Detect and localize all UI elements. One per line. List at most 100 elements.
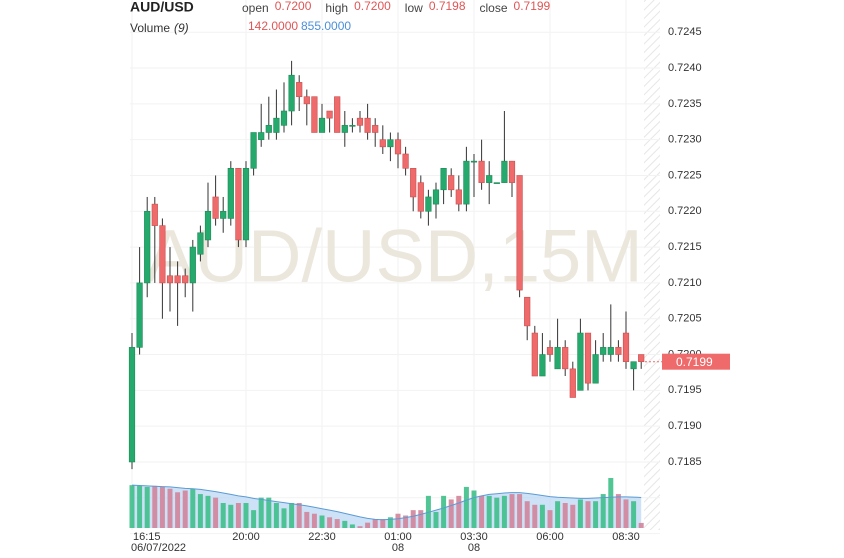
candle-body xyxy=(440,168,447,191)
volume-bar xyxy=(418,510,424,528)
candle-body xyxy=(189,246,196,284)
volume-bar xyxy=(547,510,553,528)
volume-ma-value: 855.0000 xyxy=(301,19,351,33)
volume-bar xyxy=(433,511,439,528)
candle-body xyxy=(531,332,538,377)
volume-bar xyxy=(380,519,386,528)
candle-body xyxy=(600,347,607,355)
candle-body xyxy=(372,125,379,133)
candle-body xyxy=(220,210,227,219)
candle-body xyxy=(311,96,318,133)
legend-value: 0.7198 xyxy=(429,0,466,13)
candle-body xyxy=(562,347,569,370)
volume-bar xyxy=(494,497,500,528)
volume-bar xyxy=(387,517,393,528)
candle-body xyxy=(607,347,614,355)
y-tick-label: 0.7225 xyxy=(668,169,702,181)
candle-body xyxy=(516,175,523,291)
watermark: AUD/USD,15M xyxy=(145,215,643,298)
volume-bar xyxy=(311,513,317,528)
volume-bar xyxy=(182,490,188,528)
candle-body xyxy=(204,210,212,241)
candle-body xyxy=(166,275,174,284)
volume-bar xyxy=(501,495,507,528)
volume-bar xyxy=(197,494,203,528)
volume-bar xyxy=(395,513,401,528)
candle-body xyxy=(197,232,204,255)
volume-bar xyxy=(562,503,568,528)
candle-body xyxy=(592,354,599,384)
candle-body xyxy=(182,275,189,284)
candle-body xyxy=(524,296,531,327)
volume-bar xyxy=(486,495,492,528)
candle-body xyxy=(341,125,348,133)
volume-bar xyxy=(577,499,583,528)
candle-body xyxy=(144,210,151,284)
x-date-label: 06/07/2022 xyxy=(131,542,186,554)
volume-label: Volume xyxy=(130,21,170,35)
candle-body xyxy=(212,196,219,219)
candle-body xyxy=(387,139,394,148)
candle-body xyxy=(638,354,645,362)
candle-body xyxy=(128,347,136,463)
legend-key: low xyxy=(405,1,423,15)
candle-body xyxy=(356,117,364,126)
volume-bar xyxy=(357,526,363,528)
volume-period: (9) xyxy=(174,21,189,35)
y-tick-label: 0.7245 xyxy=(668,26,702,38)
x-tick-label: 22:30 xyxy=(308,531,336,543)
volume-bar xyxy=(448,499,454,528)
volume-bar xyxy=(585,501,591,528)
y-tick-label: 0.7235 xyxy=(668,98,702,110)
volume-bar xyxy=(410,510,416,528)
volume-ma-line xyxy=(131,484,642,521)
volume-bar xyxy=(152,485,158,528)
x-date-label: 08 xyxy=(392,542,404,554)
candle-body xyxy=(174,275,181,284)
volume-bar xyxy=(137,485,143,528)
last-price-box xyxy=(662,353,730,370)
x-tick-label: 06:00 xyxy=(536,531,564,543)
x-tick-label: 08:30 xyxy=(612,531,640,543)
volume-bar xyxy=(159,486,165,528)
candle-body xyxy=(569,368,576,398)
legend-value: 0.7200 xyxy=(354,0,391,13)
candle-body xyxy=(159,225,166,284)
candle-body xyxy=(546,347,554,355)
volume-bar xyxy=(456,495,462,528)
candle-body xyxy=(455,189,462,205)
candle-body xyxy=(402,153,409,169)
candle-body xyxy=(470,160,478,163)
candle-body xyxy=(394,139,402,155)
volume-bar xyxy=(213,497,219,528)
ohlc-legend: open 0.7200 high 0.7200 low 0.7198 close 0.7199 xyxy=(242,0,551,15)
volume-bar xyxy=(638,522,644,528)
volume-bar xyxy=(403,515,409,528)
candle-body xyxy=(151,203,158,226)
candle-body xyxy=(334,96,341,133)
x-tick-label: 03:30 xyxy=(460,531,488,543)
candle-body xyxy=(501,160,508,183)
candle-body xyxy=(478,160,485,183)
candle-body xyxy=(227,168,234,219)
candle-body xyxy=(539,354,546,377)
candle-body xyxy=(584,332,592,384)
volume-bar xyxy=(517,494,523,528)
volume-bar xyxy=(228,504,234,528)
candle-body xyxy=(318,117,326,133)
candle-body xyxy=(577,332,584,391)
volume-bar xyxy=(342,520,348,528)
volume-bar xyxy=(258,497,264,528)
volume-bar xyxy=(365,522,371,528)
candle-body xyxy=(486,175,493,183)
candle-body xyxy=(410,168,417,198)
y-tick-label: 0.7210 xyxy=(668,277,702,289)
y-tick-label: 0.7215 xyxy=(668,241,702,253)
volume-bar xyxy=(266,497,272,528)
volume-bar xyxy=(441,495,447,528)
candle-body xyxy=(296,82,303,97)
candle-body xyxy=(448,175,455,191)
symbol-title: AUD/USD xyxy=(130,0,194,15)
y-tick-label: 0.7190 xyxy=(668,420,702,432)
volume-bar xyxy=(524,501,530,528)
